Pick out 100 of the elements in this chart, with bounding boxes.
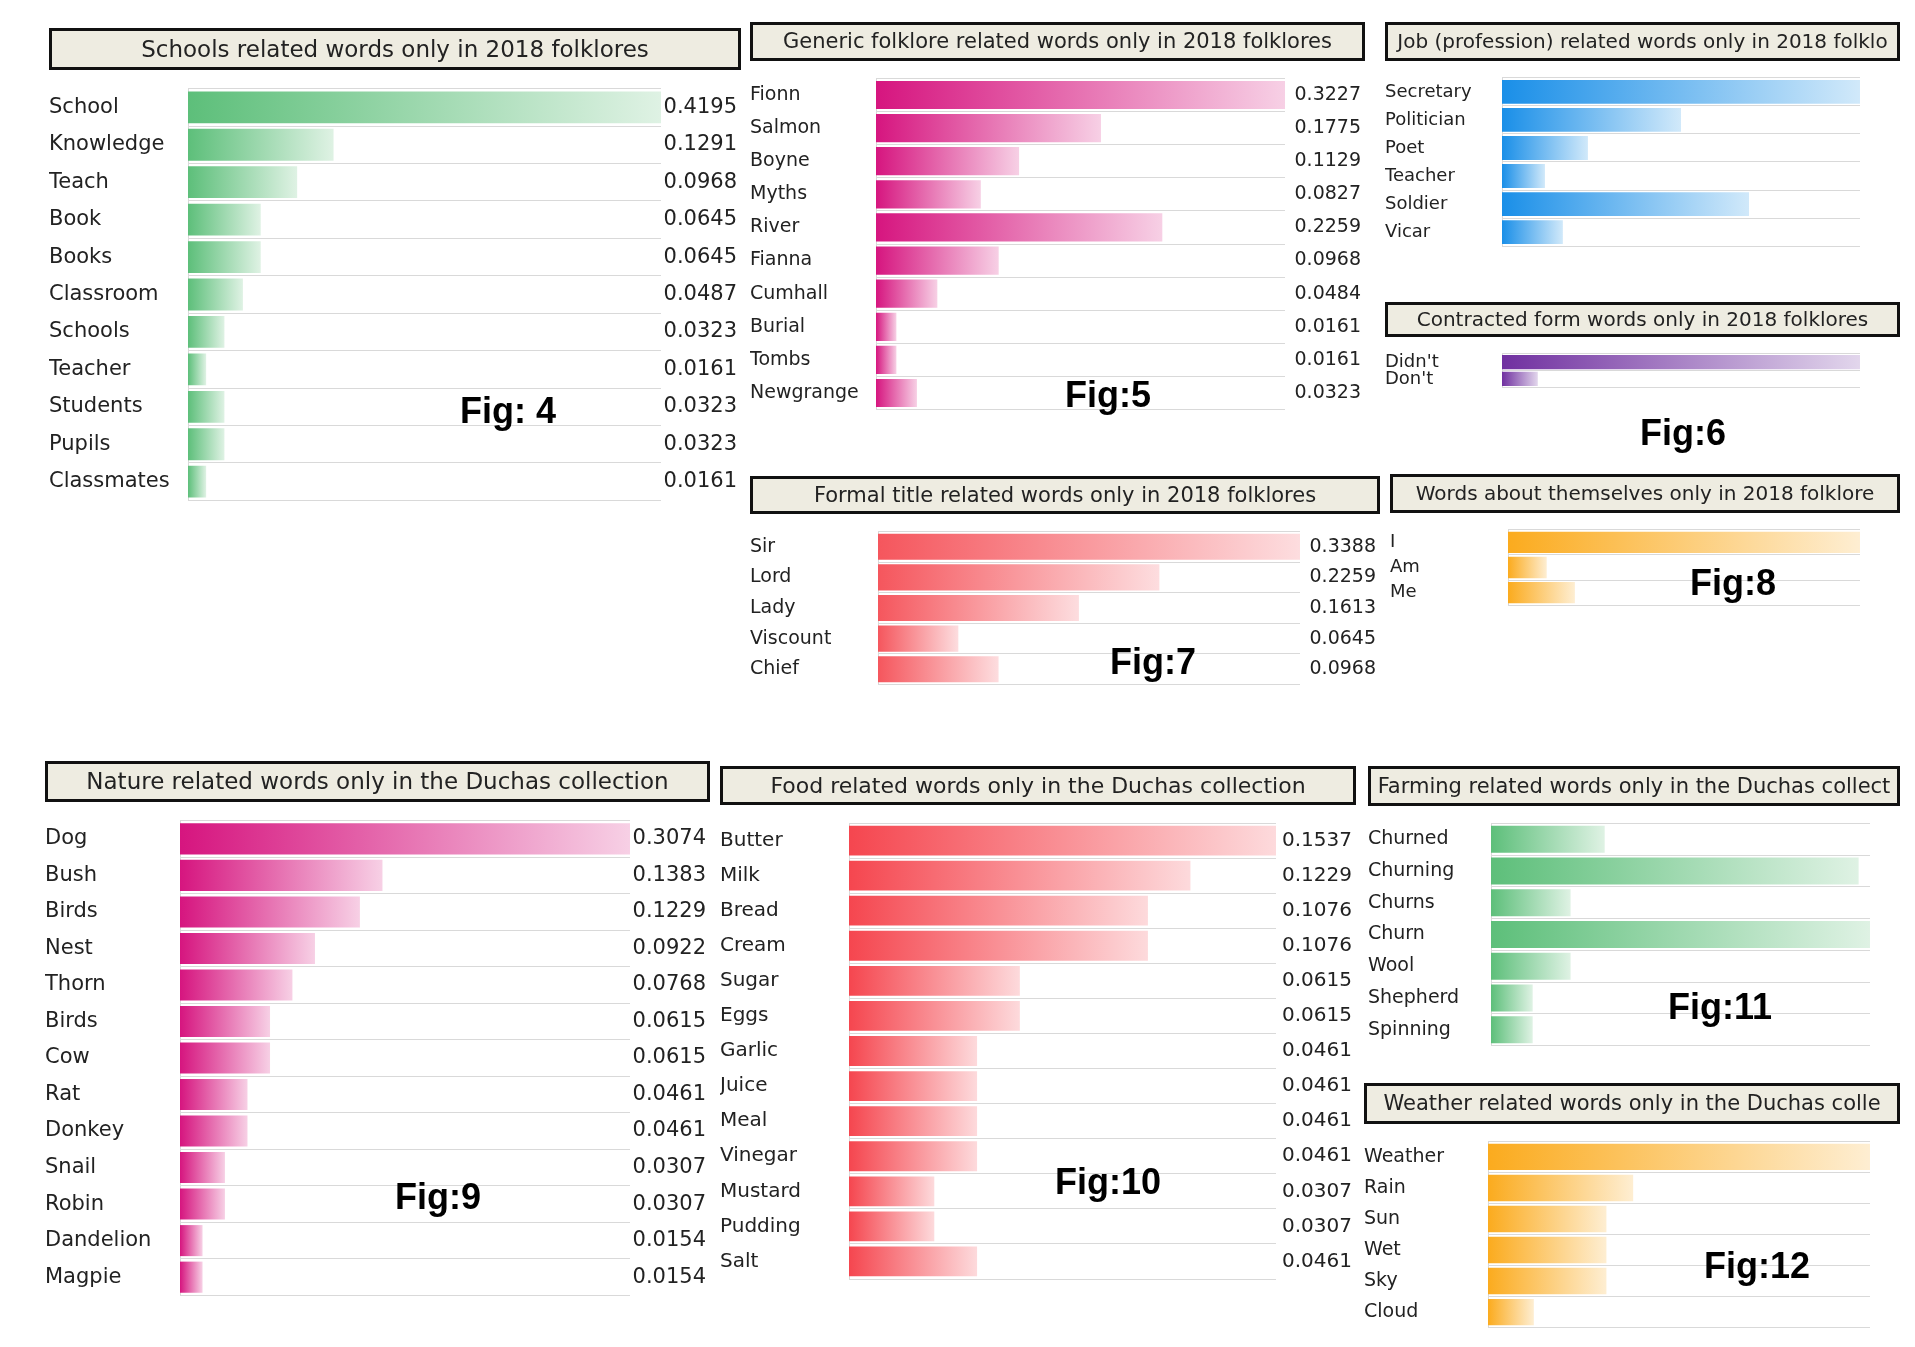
y-tick-label: Newgrange	[750, 379, 859, 402]
annotation: Fig: 4	[460, 390, 556, 432]
data-label: 0.1775	[1294, 115, 1361, 138]
data-label: 0.0615	[1282, 1002, 1352, 1027]
y-tick-label: Milk	[720, 861, 761, 886]
data-label: 0.0968	[1309, 656, 1376, 679]
bar	[180, 1188, 225, 1220]
data-label: 0.1291	[663, 131, 737, 156]
y-tick-label: Wet	[1364, 1236, 1401, 1259]
y-tick-label: Teach	[48, 168, 109, 193]
y-tick-label: Cloud	[1364, 1299, 1419, 1322]
bar	[878, 564, 1160, 591]
chart-title: Job (profession) related words only in 2018 folklo	[1385, 22, 1900, 61]
bar	[876, 279, 938, 308]
y-tick-label: Shepherd	[1368, 984, 1460, 1007]
bar	[180, 1042, 271, 1074]
bar	[849, 895, 1148, 926]
data-label: 0.1537	[1282, 826, 1352, 851]
bar	[180, 1225, 203, 1257]
bar	[1491, 952, 1571, 980]
data-label: 0.3227	[1294, 81, 1361, 104]
bar	[876, 345, 897, 374]
bar	[1488, 1267, 1607, 1295]
y-tick-label: Students	[49, 393, 143, 418]
data-label: 0.0922	[632, 934, 706, 959]
y-tick-label: Sugar	[720, 967, 780, 992]
data-label: 0.0161	[1294, 313, 1361, 336]
bar	[849, 1106, 978, 1137]
y-tick-label: Viscount	[750, 625, 832, 648]
bar	[876, 213, 1163, 242]
bar	[849, 1141, 978, 1172]
data-label: 0.0323	[1294, 379, 1361, 402]
y-tick-label: Me	[1390, 580, 1417, 602]
data-label: 0.0487	[663, 280, 737, 305]
y-tick-label: Sir	[750, 533, 776, 556]
y-tick-label: Birds	[45, 898, 98, 923]
data-label: 0.2259	[1309, 564, 1376, 587]
y-tick-label: Churned	[1368, 826, 1449, 849]
y-tick-label: Myths	[750, 181, 808, 204]
data-label: 0.1613	[1309, 594, 1376, 617]
data-label: 0.0615	[1282, 967, 1352, 992]
data-label: 0.3074	[632, 825, 706, 850]
data-label: 0.0615	[632, 1007, 706, 1032]
chart-title: Words about themselves only in 2018 folklore	[1390, 474, 1900, 513]
y-tick-label: School	[49, 93, 119, 118]
bar	[876, 378, 917, 408]
bar	[180, 932, 315, 964]
bar	[849, 930, 1148, 961]
data-label: 0.0323	[663, 393, 737, 418]
y-tick-label: Fionn	[750, 81, 801, 104]
data-label: 0.1076	[1282, 896, 1352, 921]
y-tick-label: Churning	[1368, 857, 1455, 880]
bar	[1488, 1236, 1607, 1264]
y-tick-label: Sun	[1364, 1205, 1401, 1228]
annotation: Fig:11	[1668, 986, 1773, 1028]
bar	[876, 246, 999, 275]
data-label: 0.2259	[1294, 214, 1361, 237]
bar	[188, 241, 261, 273]
data-label: 0.1129	[1294, 148, 1361, 171]
bar	[188, 166, 298, 199]
data-label: 0.0827	[1294, 181, 1361, 204]
data-label: 0.0645	[663, 206, 737, 231]
data-label: 0.0161	[1294, 346, 1361, 369]
chart-title: Formal title related words only in 2018 folklores	[750, 476, 1380, 514]
y-tick-label: Vicar	[1385, 219, 1431, 241]
bar	[1502, 107, 1681, 132]
bar	[876, 312, 897, 341]
y-tick-label: Sky	[1364, 1267, 1398, 1290]
y-tick-label: Vinegar	[720, 1142, 798, 1167]
y-tick-label: Salt	[720, 1247, 759, 1272]
bar	[1488, 1205, 1607, 1233]
bar	[188, 428, 225, 461]
data-label: 0.0154	[632, 1263, 706, 1288]
chart-title: Contracted form words only in 2018 folklores	[1385, 302, 1900, 337]
annotation: Fig:8	[1690, 562, 1776, 604]
y-tick-label: Tombs	[749, 346, 811, 369]
data-label: 0.0461	[1282, 1037, 1352, 1062]
bar	[849, 1211, 935, 1242]
y-tick-label: Mustard	[720, 1177, 802, 1202]
chart-title: Weather related words only in the Duchas colle	[1364, 1083, 1900, 1124]
y-tick-label: Teacher	[48, 355, 131, 380]
bar	[876, 114, 1101, 143]
y-tick-label: Birds	[45, 1007, 98, 1032]
y-tick-label: Thorn	[44, 971, 106, 996]
y-tick-label: Robin	[45, 1190, 104, 1215]
y-tick-label: Butter	[720, 826, 784, 851]
bar	[1502, 220, 1563, 245]
data-label: 0.0161	[663, 468, 737, 493]
y-tick-label: River	[750, 214, 800, 237]
y-tick-label: Cumhall	[750, 280, 829, 303]
y-tick-label: Rain	[1364, 1174, 1406, 1197]
bar	[849, 1246, 978, 1277]
bar	[188, 128, 334, 161]
annotation: Fig:5	[1065, 374, 1151, 416]
y-tick-label: Am	[1390, 555, 1420, 577]
y-tick-label: Teacher	[1384, 163, 1456, 185]
data-label: 0.0768	[632, 971, 706, 996]
y-tick-label: Garlic	[720, 1037, 779, 1062]
y-tick-label: Book	[49, 206, 103, 231]
y-tick-label: Secretary	[1385, 79, 1472, 101]
